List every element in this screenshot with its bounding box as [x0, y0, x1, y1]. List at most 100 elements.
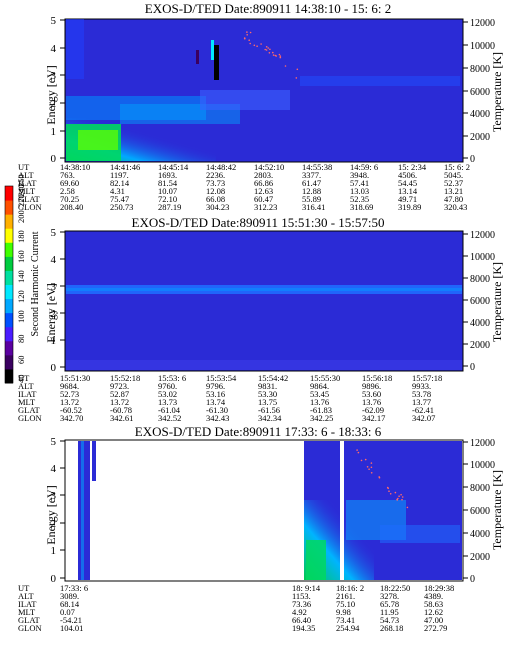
colorbar-tick-60: 60	[16, 356, 26, 365]
panel-1-temperature-points	[243, 31, 299, 79]
panel-2-ytick-2: 2	[51, 308, 57, 320]
colorbar-swatch	[5, 242, 13, 257]
table-cell: 4.92	[292, 607, 307, 617]
table-cell: 53.30	[258, 389, 277, 399]
panel-1-col-8: 15: 6: 2 5045. 52.37 13.21 47.80 320.43	[444, 162, 470, 212]
panel-2-ytick-3: 3	[51, 281, 57, 293]
temperature-point	[406, 506, 409, 509]
panel-1-ytick-3: 3	[51, 70, 57, 82]
table-cell: -61.56	[258, 405, 280, 415]
panel-3-col-3: 18:22:50 3278. 65.78 11.95 54.73 268.18	[380, 583, 410, 633]
temperature-point	[279, 55, 282, 57]
colorbar-swatch	[5, 256, 13, 271]
table-cell: 72.10	[158, 194, 177, 204]
panel-3-ytick-2: 2	[51, 518, 57, 530]
table-cell: 66.08	[206, 194, 225, 204]
table-cell: 61.47	[302, 178, 321, 188]
temperature-point	[296, 68, 299, 71]
panel-2-y2tick-3: 6000	[470, 296, 490, 307]
table-cell: 52.37	[444, 178, 463, 188]
temperature-point	[284, 65, 287, 67]
panel-1-spectrogram	[66, 19, 460, 161]
table-cell: 17:33: 6	[60, 583, 88, 593]
table-cell: 316.41	[302, 202, 325, 212]
panel-2-col-3: 15:53:54 9796. 53.16 13.74 -61.30 342.43	[206, 373, 237, 423]
panel-2-ytick-0: 0	[51, 362, 57, 374]
colorbar-tick-180: 180	[16, 230, 26, 243]
temperature-point	[401, 496, 404, 498]
panel-1-col-4: 14:52:10 2803. 66.86 12.63 60.47 312.23	[254, 162, 284, 212]
temperature-point	[394, 491, 397, 494]
colorbar-tick-120: 120	[16, 290, 26, 303]
panel-3-ytick-4: 4	[51, 463, 57, 475]
table-cell: 54.45	[398, 178, 417, 188]
colorbar-tick-250: 250	[16, 174, 26, 187]
table-cell: 12.63	[254, 186, 273, 196]
panel-2-y2tick-5: 10000	[470, 252, 495, 263]
table-cell: 53.02	[158, 389, 177, 399]
panel-2-title: EXOS-D/TED Date:890911 15:51:30 - 15:57:…	[132, 215, 385, 230]
panel-3-y2tick-1: 2000	[470, 552, 490, 563]
panel-3-temperature-points	[356, 449, 409, 509]
panel-1-ytick-2: 2	[51, 98, 57, 110]
table-cell: -61.04	[158, 405, 181, 415]
table-cell: -62.09	[362, 405, 384, 415]
table-cell: 9864.	[310, 381, 329, 391]
panel-2-row-label-ilat: ILAT	[18, 389, 37, 399]
table-cell: 9684.	[60, 381, 79, 391]
panel-2-y2tick-2: 4000	[470, 318, 490, 329]
temperature-point	[265, 49, 268, 51]
temperature-point	[246, 34, 248, 36]
table-cell: 82.14	[110, 178, 130, 188]
table-cell: 9723.	[110, 381, 129, 391]
panel-3-row-label-alt: ALT	[18, 591, 35, 601]
temperature-point	[398, 495, 400, 498]
table-cell: 268.18	[380, 623, 403, 633]
temperature-point	[278, 53, 281, 56]
panel-2-ytick-5: 5	[51, 227, 57, 239]
table-cell: 15:57:18	[412, 373, 442, 383]
table-cell: 287.19	[158, 202, 181, 212]
panel-2: EXOS-D/TED Date:890911 15:51:30 - 15:57:…	[18, 215, 504, 423]
temperature-point	[378, 476, 381, 478]
panel-2-col-2: 15:53: 6 9760. 53.02 13.73 -61.04 342.52	[158, 373, 186, 423]
table-cell: 18:16: 2	[336, 583, 364, 593]
panel-2-ylabel: Energy [eV]	[44, 283, 58, 342]
table-cell: 9796.	[206, 381, 225, 391]
table-cell: 342.43	[206, 413, 229, 423]
table-cell: 53.45	[310, 389, 329, 399]
table-cell: 52.35	[350, 194, 369, 204]
colorbar-tick-40: 40	[16, 375, 26, 384]
table-cell: 18:22:50	[380, 583, 410, 593]
colorbar-swatch	[5, 298, 13, 314]
colorbar-swatch	[5, 312, 13, 328]
table-cell: 320.43	[444, 202, 467, 212]
panel-1-y2tick-6: 12000	[470, 18, 495, 29]
table-cell: -62.41	[412, 405, 434, 415]
table-cell: 3377.	[302, 170, 321, 180]
panel-3-col-0: 17:33: 6 3089. 68.14 0.07 -54.21 104.01	[60, 583, 88, 633]
panel-2-plot-area	[64, 230, 464, 372]
panel-1-orbit-table: UT ALT ILAT MLT GLAT GLON 14:38:10 763. …	[18, 162, 470, 212]
table-cell: 13.76	[310, 397, 329, 407]
colorbar-swatch	[5, 200, 13, 215]
table-cell: 9896.	[362, 381, 381, 391]
colorbar-tick-160: 160	[16, 250, 26, 263]
temperature-point	[253, 44, 256, 47]
table-cell: 15:55:30	[310, 373, 340, 383]
table-cell: 4389.	[424, 591, 443, 601]
panel-3-y-axis: 0 1 2 3 4 5 Energy [eV]	[44, 436, 65, 585]
table-cell: 9.98	[336, 607, 351, 617]
temperature-point	[246, 31, 248, 33]
table-cell: 73.41	[336, 615, 355, 625]
table-cell: 57.41	[350, 178, 369, 188]
panel-3-row-label-glon: GLON	[18, 623, 42, 633]
table-cell: 318.69	[350, 202, 373, 212]
panel-1-y-axis: 0 1 2 3 4 5 Energy [eV]	[44, 15, 65, 165]
panel-3-y2tick-5: 10000	[470, 460, 495, 471]
table-cell: 342.17	[362, 413, 385, 423]
table-cell: 9831.	[258, 381, 277, 391]
table-cell: 70.25	[60, 194, 79, 204]
table-cell: 1153.	[292, 591, 311, 601]
